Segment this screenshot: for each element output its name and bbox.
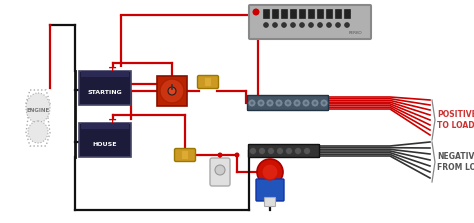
Bar bbox=[290, 9, 296, 18]
Circle shape bbox=[322, 101, 326, 105]
Ellipse shape bbox=[28, 121, 48, 143]
Bar bbox=[344, 9, 350, 18]
Text: +: + bbox=[109, 115, 118, 125]
Circle shape bbox=[160, 79, 184, 103]
Bar bbox=[317, 9, 323, 18]
Circle shape bbox=[293, 99, 301, 107]
Circle shape bbox=[284, 99, 292, 107]
Circle shape bbox=[253, 8, 259, 16]
Text: NEGATIVES
FROM LOADS: NEGATIVES FROM LOADS bbox=[437, 152, 474, 172]
Circle shape bbox=[262, 164, 278, 180]
Circle shape bbox=[168, 87, 176, 95]
FancyBboxPatch shape bbox=[174, 149, 195, 161]
Ellipse shape bbox=[26, 93, 50, 123]
Text: HOUSE: HOUSE bbox=[93, 142, 117, 147]
Bar bbox=[81, 123, 129, 129]
Circle shape bbox=[320, 99, 328, 107]
Circle shape bbox=[304, 101, 308, 105]
Circle shape bbox=[295, 101, 299, 105]
Bar bbox=[335, 9, 341, 18]
Circle shape bbox=[327, 23, 331, 27]
Circle shape bbox=[257, 159, 283, 185]
Circle shape bbox=[273, 23, 277, 27]
Circle shape bbox=[235, 153, 239, 157]
Circle shape bbox=[313, 101, 317, 105]
FancyBboxPatch shape bbox=[249, 5, 371, 39]
FancyBboxPatch shape bbox=[79, 123, 131, 157]
Circle shape bbox=[276, 147, 283, 155]
Circle shape bbox=[277, 101, 281, 105]
Circle shape bbox=[250, 101, 254, 105]
FancyBboxPatch shape bbox=[256, 179, 284, 201]
Circle shape bbox=[267, 147, 274, 155]
Text: PERKO: PERKO bbox=[348, 31, 362, 35]
Circle shape bbox=[294, 147, 301, 155]
Text: ENGINE: ENGINE bbox=[27, 107, 50, 112]
FancyBboxPatch shape bbox=[198, 76, 219, 89]
Circle shape bbox=[286, 101, 290, 105]
Circle shape bbox=[248, 99, 256, 107]
Circle shape bbox=[282, 23, 286, 27]
Bar bbox=[299, 9, 305, 18]
Circle shape bbox=[300, 23, 304, 27]
FancyBboxPatch shape bbox=[247, 95, 328, 111]
Text: STARTING: STARTING bbox=[88, 89, 122, 95]
Bar bbox=[182, 151, 188, 159]
FancyBboxPatch shape bbox=[157, 76, 187, 106]
Circle shape bbox=[336, 23, 340, 27]
Bar bbox=[81, 71, 129, 77]
Text: +: + bbox=[109, 63, 118, 73]
Circle shape bbox=[303, 147, 310, 155]
Circle shape bbox=[311, 99, 319, 107]
Circle shape bbox=[345, 23, 349, 27]
Circle shape bbox=[218, 153, 222, 157]
Circle shape bbox=[291, 23, 295, 27]
Circle shape bbox=[275, 99, 283, 107]
Bar bbox=[272, 9, 278, 18]
Circle shape bbox=[249, 147, 256, 155]
Circle shape bbox=[266, 99, 274, 107]
FancyBboxPatch shape bbox=[210, 158, 230, 186]
FancyBboxPatch shape bbox=[79, 71, 131, 105]
Bar bbox=[308, 9, 314, 18]
Bar bbox=[281, 9, 287, 18]
Circle shape bbox=[302, 99, 310, 107]
Circle shape bbox=[285, 147, 292, 155]
FancyBboxPatch shape bbox=[248, 145, 319, 157]
Bar bbox=[205, 78, 211, 86]
Circle shape bbox=[264, 23, 268, 27]
Circle shape bbox=[259, 101, 263, 105]
Text: POSITIVES
TO LOADS: POSITIVES TO LOADS bbox=[437, 109, 474, 130]
Circle shape bbox=[215, 165, 225, 175]
Circle shape bbox=[268, 101, 272, 105]
Circle shape bbox=[258, 147, 265, 155]
FancyBboxPatch shape bbox=[264, 198, 275, 206]
Bar bbox=[326, 9, 332, 18]
Circle shape bbox=[309, 23, 313, 27]
Bar bbox=[263, 9, 269, 18]
Circle shape bbox=[318, 23, 322, 27]
Circle shape bbox=[257, 99, 265, 107]
